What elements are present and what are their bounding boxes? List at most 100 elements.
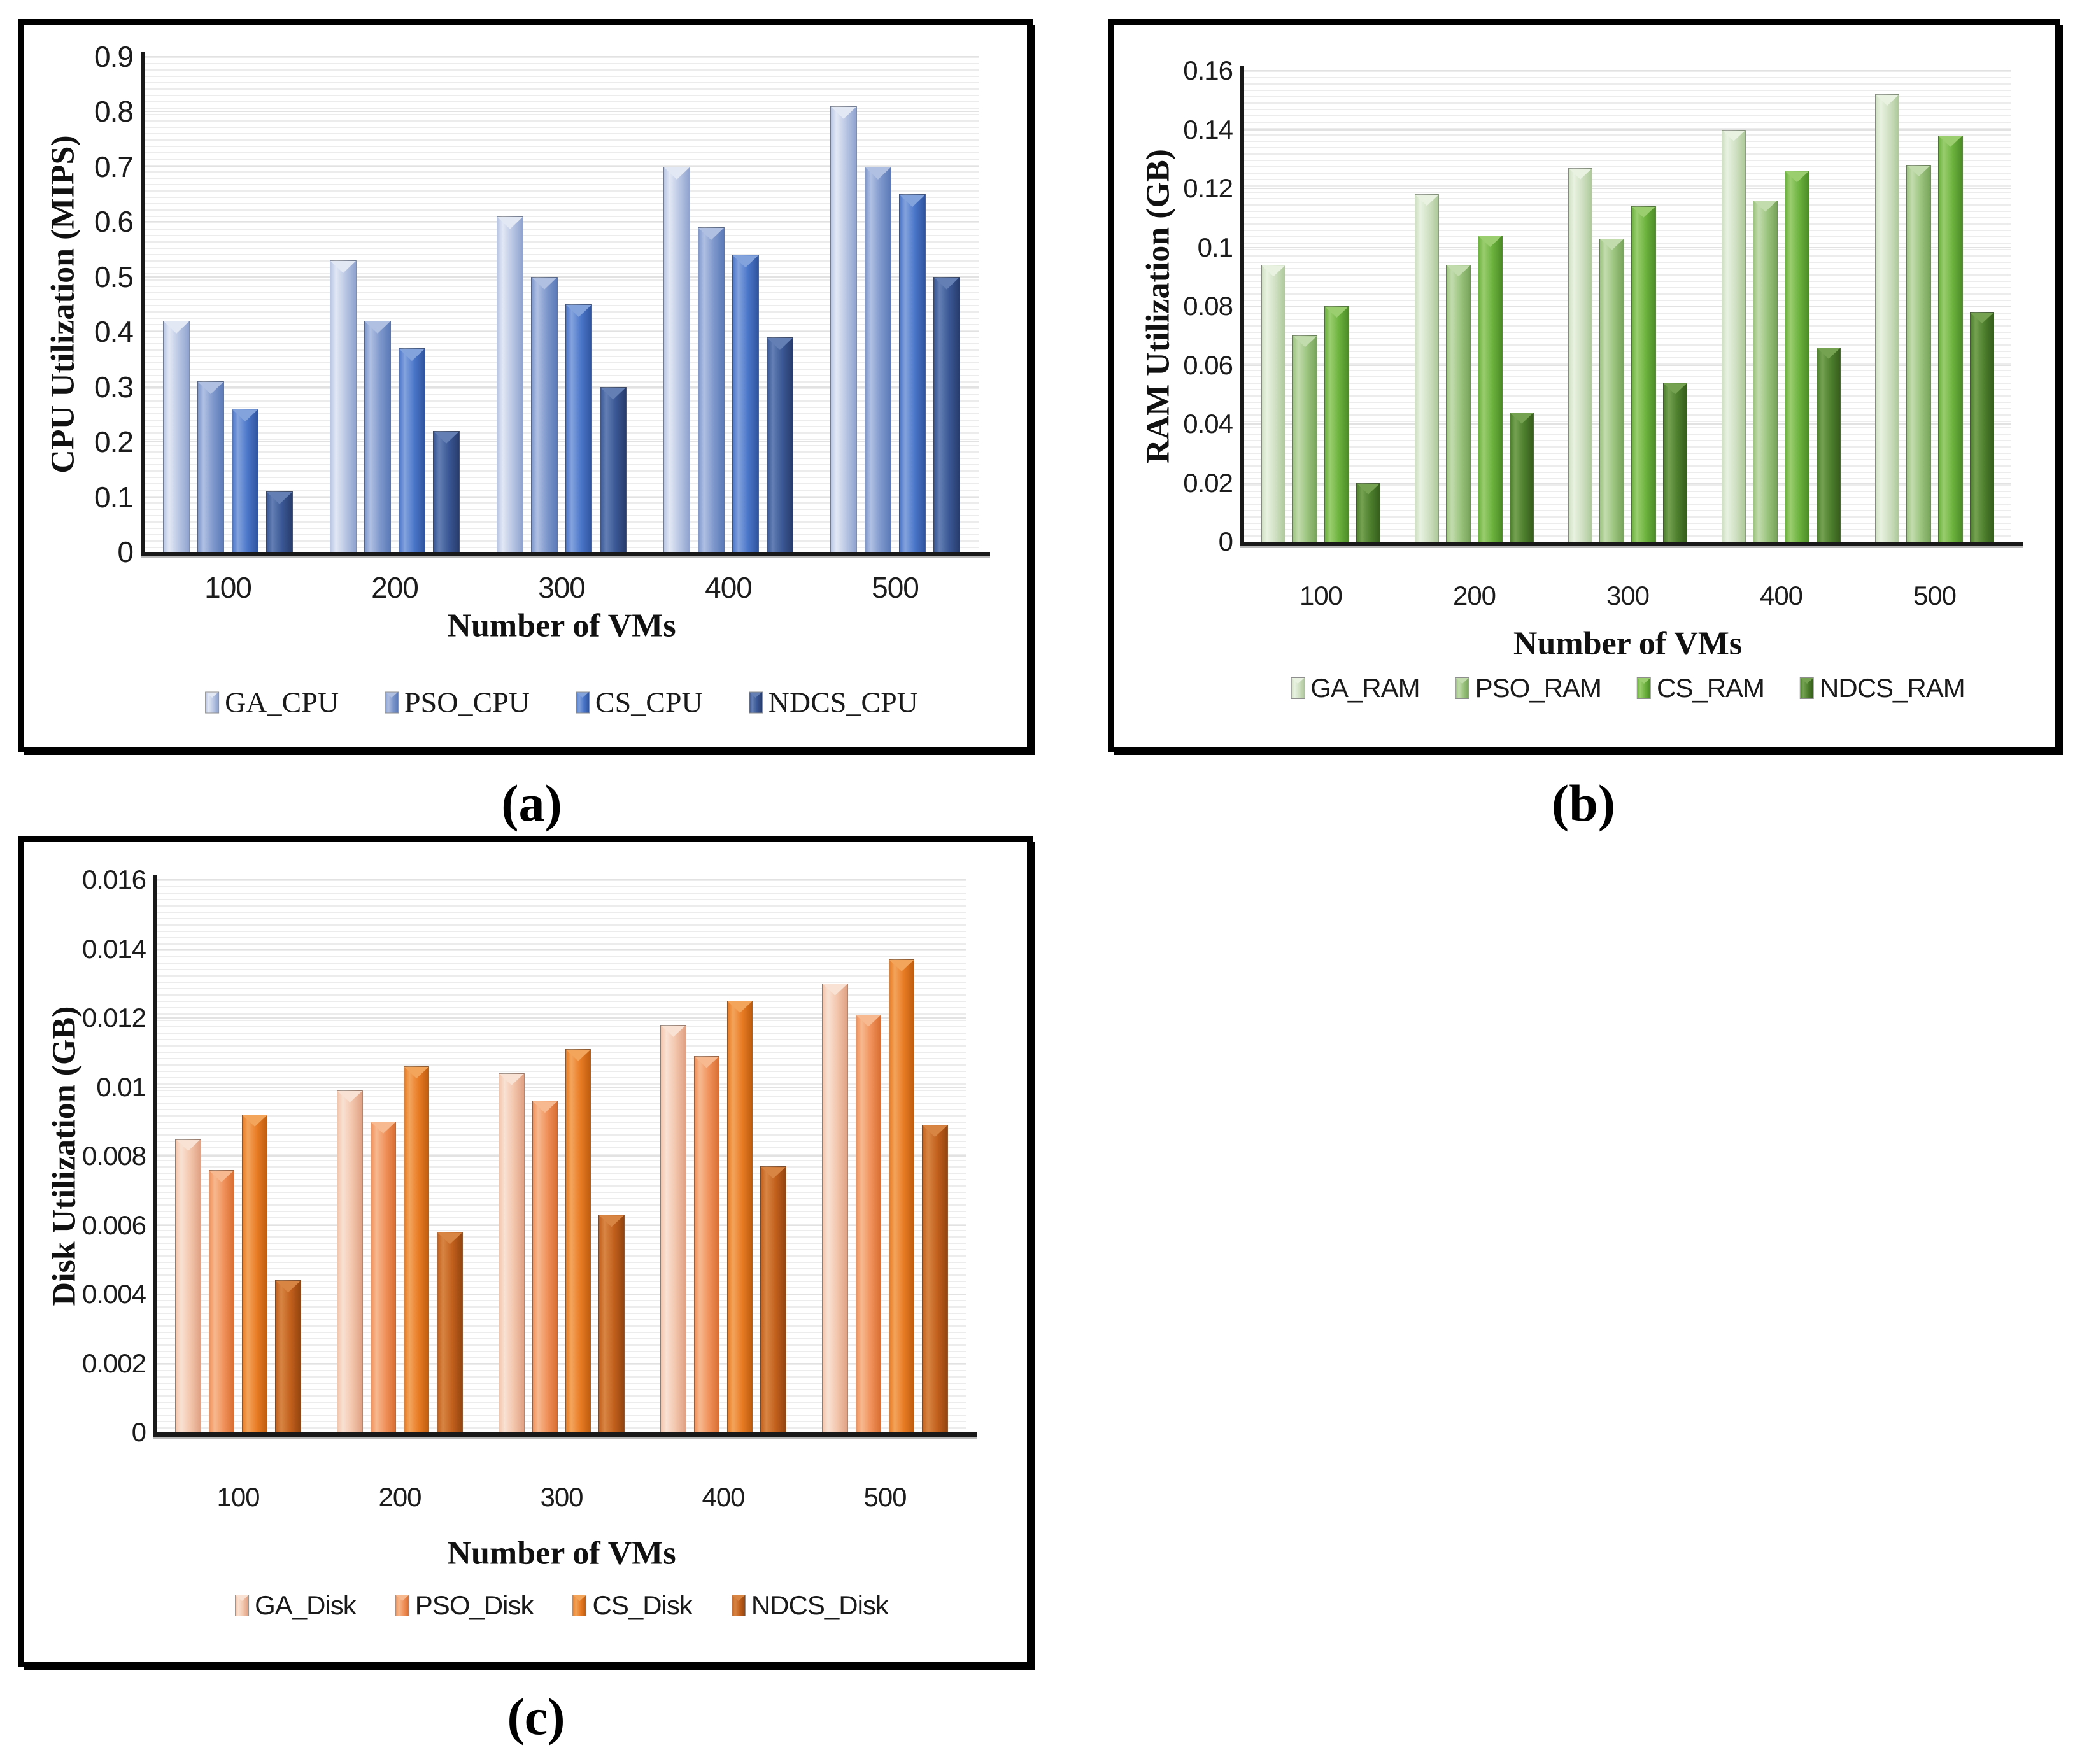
y-tick-label: 0.14: [1183, 114, 1233, 145]
gridline: [1244, 129, 2011, 131]
bar-CS_RAM-100: [1324, 306, 1349, 542]
bar-NDCS_CPU-300: [599, 386, 627, 552]
x-tick-label: 500: [872, 571, 919, 604]
bar-NDCS_RAM-100: [1356, 483, 1381, 542]
bar-NDCS_RAM-500: [1969, 312, 1995, 542]
bar-top-notch: [266, 491, 292, 504]
bar-GA_RAM-400: [1721, 129, 1746, 542]
bar-top-notch: [727, 1001, 753, 1013]
bar-top-notch: [856, 1015, 881, 1027]
legend-label: NDCS_CPU: [768, 686, 918, 719]
bar-NDCS_Disk-200: [437, 1232, 463, 1432]
bar-PSO_CPU-500: [865, 166, 891, 552]
subfigure-caption-a: (a): [501, 774, 562, 832]
bar-top-notch: [330, 260, 356, 273]
legend-swatch-icon: [575, 691, 590, 713]
bar-CS_Disk-400: [726, 1000, 753, 1432]
legend-swatch-notch: [395, 1595, 409, 1601]
x-tick-label: 400: [702, 1482, 745, 1512]
bar-top-notch: [499, 1073, 524, 1085]
bar-GA_Disk-200: [337, 1090, 363, 1432]
bar-top-notch: [164, 321, 189, 334]
y-tick-label: 0.16: [1183, 55, 1233, 85]
bar-top-notch: [1447, 265, 1470, 277]
bar-top-notch: [365, 321, 390, 334]
bar-top-notch: [865, 167, 891, 180]
bar-top-notch: [767, 337, 793, 350]
bar-NDCS_RAM-300: [1662, 383, 1688, 542]
gridline: [1244, 364, 2011, 366]
bar-top-notch: [1939, 136, 1962, 147]
bar-CS_CPU-100: [232, 409, 258, 552]
legend-item: NDCS_Disk: [731, 1590, 889, 1621]
bar-top-notch: [1632, 206, 1655, 218]
legend-item: GA_RAM: [1291, 673, 1420, 703]
legend-swatch-notch: [576, 692, 589, 698]
legend-swatch-icon: [385, 691, 399, 713]
legend-swatch-icon: [1291, 677, 1305, 699]
bar-CS_CPU-400: [732, 255, 759, 552]
legend-swatch-notch: [1455, 678, 1469, 684]
legend-label: PSO_Disk: [414, 1590, 534, 1620]
legend-item: GA_Disk: [235, 1590, 357, 1621]
gridline: [145, 221, 979, 223]
bar-top-notch: [209, 1170, 234, 1182]
gridline: [157, 1224, 966, 1226]
gridline: [145, 276, 979, 278]
bar-CS_CPU-500: [899, 194, 926, 552]
gridline: [1244, 70, 2011, 71]
bar-top-notch: [532, 277, 557, 290]
bar-top-notch: [1875, 95, 1899, 106]
bar-NDCS_Disk-400: [760, 1166, 786, 1432]
ram-legend: GA_RAM PSO_RAM CS_RAM NDCS_RAM: [1291, 673, 1965, 703]
y-tick-label: 0.01: [96, 1071, 146, 1102]
legend-item: CS_RAM: [1637, 673, 1765, 703]
legend-item: CS_Disk: [572, 1590, 693, 1621]
bar-PSO_RAM-300: [1599, 238, 1624, 542]
bar-CS_Disk-500: [888, 959, 915, 1432]
bar-top-notch: [565, 1049, 591, 1061]
bar-GA_CPU-100: [163, 320, 190, 552]
bar-top-notch: [198, 382, 223, 395]
bar-GA_RAM-200: [1414, 194, 1440, 542]
x-tick-label: 300: [538, 571, 586, 604]
legend-swatch-notch: [236, 1595, 249, 1601]
legend-label: PSO_RAM: [1475, 673, 1602, 703]
bar-top-notch: [923, 1125, 947, 1138]
y-tick-label: 0.08: [1183, 291, 1233, 321]
bar-top-notch: [399, 349, 425, 362]
bar-top-notch: [1293, 336, 1317, 348]
legend-swatch-notch: [749, 692, 762, 698]
legend-swatch-notch: [732, 1595, 745, 1601]
bar-top-notch: [900, 195, 925, 208]
legend-item: NDCS_CPU: [748, 686, 918, 719]
bar-top-notch: [831, 106, 856, 119]
bar-top-notch: [698, 227, 724, 240]
x-axis-line: [153, 1432, 977, 1437]
bar-top-notch: [437, 1232, 462, 1245]
bar-CS_CPU-300: [565, 304, 592, 552]
y-tick-label: 0: [1218, 526, 1233, 556]
y-tick-label: 0.8: [94, 95, 134, 129]
ram-x-axis-title: Number of VMs: [1513, 625, 1743, 662]
x-tick-label: 400: [705, 571, 753, 604]
x-tick-label: 200: [1452, 581, 1496, 610]
bar-NDCS_RAM-400: [1816, 347, 1841, 542]
bar-GA_RAM-100: [1261, 265, 1286, 542]
gridline: [145, 496, 979, 498]
gridline: [157, 1017, 966, 1019]
gridline: [1244, 423, 2011, 425]
bar-CS_Disk-200: [403, 1066, 430, 1432]
bar-top-notch: [337, 1090, 362, 1103]
bar-top-notch: [933, 277, 960, 290]
legend-item: NDCS_RAM: [1800, 673, 1965, 703]
bar-top-notch: [1415, 195, 1439, 206]
bar-top-notch: [176, 1139, 201, 1151]
bar-PSO_Disk-500: [855, 1014, 882, 1432]
gridline: [145, 56, 979, 57]
x-tick-label: 400: [1759, 581, 1803, 610]
bar-top-notch: [242, 1115, 267, 1127]
cpu-x-axis-title: Number of VMs: [447, 607, 676, 644]
subfigure-caption-c: (c): [507, 1688, 565, 1746]
